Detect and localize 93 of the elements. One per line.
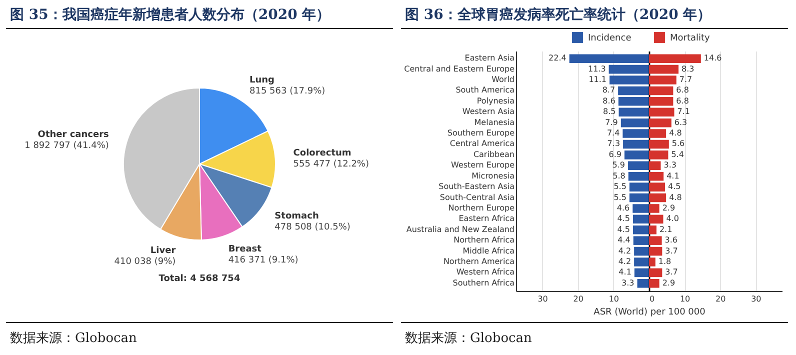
x-tick-label: 30 bbox=[751, 294, 762, 304]
y-tick-label: Eastern Africa bbox=[458, 214, 515, 224]
data-label: 8.6 bbox=[602, 96, 616, 106]
data-label: 4.0 bbox=[666, 214, 679, 224]
slice-label: Lung bbox=[249, 75, 274, 86]
legend-label: Mortality bbox=[670, 34, 711, 44]
data-label: 3.7 bbox=[665, 246, 678, 256]
data-label: 11.1 bbox=[588, 75, 607, 84]
data-label: 3.3 bbox=[664, 160, 676, 170]
y-tick-label: Western Europe bbox=[451, 160, 515, 170]
y-tick-label: South America bbox=[456, 86, 515, 95]
data-label: 815 563 (17.9%) bbox=[249, 86, 326, 96]
data-label: 3.6 bbox=[664, 236, 678, 245]
data-label: 7.9 bbox=[605, 118, 618, 127]
data-label: 478 508 (10.5%) bbox=[274, 222, 350, 232]
data-label: 8.3 bbox=[682, 64, 694, 74]
slice-label: Stomach bbox=[274, 211, 319, 222]
y-tick-label: Eastern Asia bbox=[464, 54, 515, 63]
data-label: 4.5 bbox=[617, 214, 630, 224]
y-tick-label: Central and Eastern Europe bbox=[404, 64, 515, 74]
x-tick-label: 10 bbox=[680, 294, 690, 304]
text: Total: 4 568 754 bbox=[158, 274, 242, 284]
data-label: 1.8 bbox=[658, 256, 672, 266]
data-label: 8.7 bbox=[602, 86, 616, 95]
slice-label: Breast bbox=[228, 244, 262, 254]
data-label: 5.4 bbox=[671, 150, 684, 159]
slice-label: Other cancers bbox=[38, 130, 109, 140]
source-note: 数据来源：Globocan bbox=[6, 322, 393, 353]
data-label: 5.8 bbox=[612, 171, 626, 180]
data-label: 5.5 bbox=[614, 192, 626, 202]
y-tick-label: Southern Europe bbox=[447, 128, 515, 138]
x-tick-label: 20 bbox=[573, 294, 584, 304]
data-label: 6.8 bbox=[676, 96, 689, 106]
y-tick-label: Southern Africa bbox=[452, 278, 515, 288]
source-note: 数据来源：Globocan bbox=[401, 322, 788, 353]
data-label: 410 038 (9%) bbox=[114, 256, 176, 267]
data-label: 2.9 bbox=[662, 278, 676, 288]
y-tick-label: South-Eastern Asia bbox=[438, 182, 515, 192]
x-tick-label: 0 bbox=[650, 294, 655, 304]
slice-label: Liver bbox=[150, 246, 176, 256]
y-tick-label: Northern America bbox=[443, 256, 515, 266]
y-tick-label: Northern Europe bbox=[448, 203, 515, 212]
data-label: 6.8 bbox=[676, 86, 689, 95]
x-axis-title: ASR (World) per 100 000 bbox=[594, 308, 706, 318]
data-label: 3.7 bbox=[665, 268, 678, 277]
chart-title: 图 36：全球胃癌发病率死亡率统计（2020 年） bbox=[401, 0, 788, 29]
data-label: 4.1 bbox=[618, 268, 632, 277]
data-label: 8.5 bbox=[603, 107, 616, 116]
x-tick-label: 30 bbox=[538, 294, 548, 304]
slice-label: Colorectum bbox=[293, 148, 352, 159]
y-tick-label: Central America bbox=[450, 139, 515, 148]
y-tick-label: Western Asia bbox=[462, 107, 515, 116]
x-tick-label: 10 bbox=[608, 294, 620, 304]
data-label: 5.5 bbox=[614, 182, 626, 192]
data-label: 555 477 (12.2%) bbox=[293, 160, 369, 170]
y-tick-label: Melanesia bbox=[474, 118, 515, 127]
data-label: 14.6 bbox=[704, 54, 722, 63]
y-tick-label: Middle Africa bbox=[462, 246, 515, 256]
data-label: 4.4 bbox=[618, 236, 630, 245]
data-label: 22.4 bbox=[548, 54, 566, 63]
y-tick-label: Caribbean bbox=[473, 150, 514, 159]
data-label: 4.1 bbox=[666, 171, 680, 180]
y-tick-label: Northern Africa bbox=[454, 236, 515, 245]
y-tick-label: Western Africa bbox=[456, 268, 515, 277]
data-label: 4.5 bbox=[617, 224, 630, 234]
data-label: 4.8 bbox=[669, 128, 682, 138]
data-label: 416 371 (9.1%) bbox=[228, 255, 298, 266]
data-label: 4.5 bbox=[668, 182, 681, 192]
data-label: 6.9 bbox=[608, 150, 622, 159]
data-label: 7.4 bbox=[606, 128, 620, 138]
y-tick-label: World bbox=[492, 75, 514, 84]
y-tick-label: Micronesia bbox=[472, 171, 515, 180]
x-tick-label: 20 bbox=[716, 294, 726, 304]
data-label: 6.3 bbox=[674, 118, 688, 127]
data-label: 4.6 bbox=[616, 203, 630, 212]
data-label: 5.6 bbox=[672, 139, 685, 148]
chart-title: 图 35：我国癌症年新增患者人数分布（2020 年） bbox=[6, 0, 393, 29]
data-label: 7.7 bbox=[679, 75, 692, 84]
data-label: 4.2 bbox=[618, 256, 632, 266]
data-label: 3.3 bbox=[622, 278, 634, 288]
data-label: 2.9 bbox=[662, 203, 676, 212]
data-label: 2.1 bbox=[659, 224, 672, 234]
data-label: 7.3 bbox=[607, 139, 620, 148]
data-label: 4.2 bbox=[618, 246, 632, 256]
data-label: 7.1 bbox=[677, 107, 690, 116]
data-label: 1 892 797 (41.4%) bbox=[24, 140, 109, 151]
data-label: 11.3 bbox=[588, 64, 606, 74]
y-tick-label: Australia and New Zealand bbox=[406, 224, 514, 234]
legend-label: Incidence bbox=[588, 34, 632, 44]
data-label: 4.8 bbox=[669, 192, 682, 202]
data-label: 5.9 bbox=[612, 160, 626, 170]
y-tick-label: Polynesia bbox=[476, 96, 515, 106]
y-tick-label: South-Central Asia bbox=[440, 192, 515, 202]
